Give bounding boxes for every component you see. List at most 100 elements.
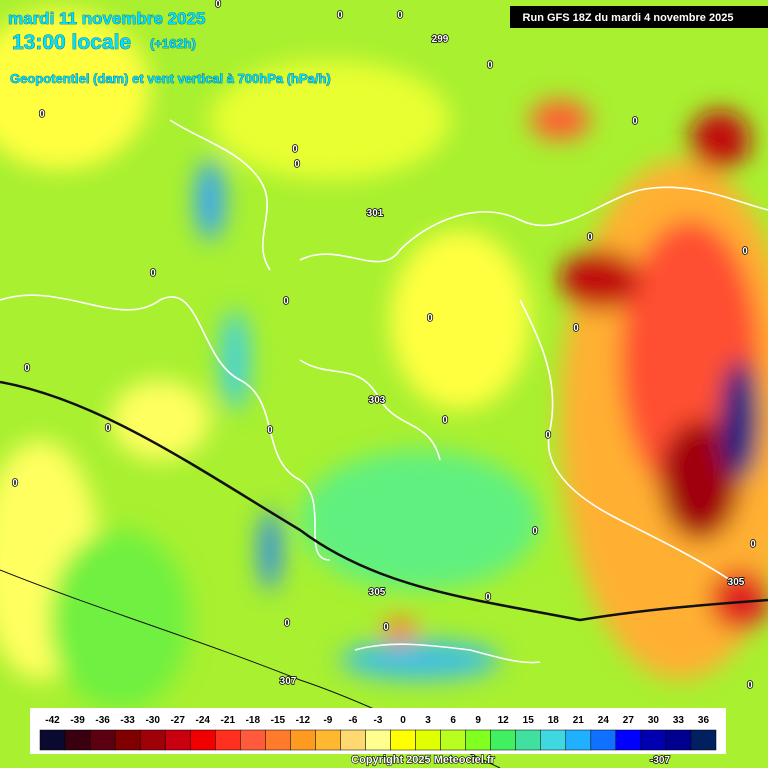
contour-label: 0 [284, 618, 290, 629]
legend-label: -27 [170, 715, 185, 726]
legend-label: 33 [673, 715, 685, 726]
contour-label: 0 [632, 116, 638, 127]
date: mardi 11 novembre 2025 [8, 9, 206, 28]
legend-swatch [39, 729, 66, 751]
legend-label: -15 [271, 715, 286, 726]
legend-label: 12 [498, 715, 510, 726]
legend-label: 0 [400, 715, 406, 726]
legend-swatch [89, 729, 116, 751]
contour-label: 301 [367, 208, 384, 219]
lead-time: (+162h) [150, 36, 196, 51]
legend-swatch [490, 729, 516, 751]
contour-label: 0 [105, 423, 111, 434]
legend-label: -12 [296, 715, 311, 726]
legend-label: -3 [374, 715, 383, 726]
legend-swatch [340, 729, 366, 751]
run-info: Run GFS 18Z du mardi 4 novembre 2025 [523, 12, 734, 24]
copyright: Copyright 2025 Meteociel.fr [351, 754, 495, 766]
legend-swatch [665, 729, 692, 751]
legend-label: 15 [523, 715, 535, 726]
legend-swatch [465, 729, 491, 751]
legend-swatch [540, 729, 567, 751]
contour-label: 0 [545, 430, 551, 441]
legend-label: -21 [221, 715, 236, 726]
contour-label: 0 [337, 10, 343, 21]
legend-swatch [390, 729, 416, 751]
legend-swatch [515, 729, 541, 751]
legend-swatch [215, 729, 241, 751]
contour-label: 307 [280, 676, 297, 687]
legend-swatch [189, 729, 216, 751]
contour-label: 0 [215, 0, 221, 10]
legend-label: -42 [45, 715, 60, 726]
contour-label: 0 [267, 425, 273, 436]
contour-label: 0 [427, 313, 433, 324]
legend-label: 30 [648, 715, 660, 726]
legend-label: 18 [548, 715, 560, 726]
contour-label: 305 [728, 577, 745, 588]
contour-label: 0 [485, 592, 491, 603]
legend-swatch [690, 729, 717, 751]
legend-swatch [265, 729, 291, 751]
legend-swatch [640, 729, 667, 751]
legend-label: -36 [95, 715, 110, 726]
contour-label: 0 [39, 109, 45, 120]
legend-swatch [139, 729, 166, 751]
isohypse [0, 380, 768, 622]
color-legend: -42 -39 -36 -33 -30 -27 -24 -21 -18 -15 -12 -9 -6 -3 0… [30, 708, 726, 754]
legend-swatch [440, 729, 466, 751]
legend-label: -9 [323, 715, 332, 726]
contour-label: 0 [24, 363, 30, 374]
legend-swatch [64, 729, 91, 751]
contour-label: -307 [650, 755, 670, 766]
subtitle: Geopotentiel (dam) et vent vertical à 70… [10, 71, 331, 86]
contour-label: 0 [573, 323, 579, 334]
contour-label: 0 [12, 478, 18, 489]
contour-label: 0 [292, 144, 298, 155]
legend-swatch [590, 729, 617, 751]
contour-label: 305 [369, 587, 386, 598]
legend-swatch [114, 729, 141, 751]
legend-label: 36 [698, 715, 710, 726]
contour-label: 0 [532, 526, 538, 537]
contour-label: 0 [442, 415, 448, 426]
legend-label: 9 [475, 715, 481, 726]
contour-label: 0 [283, 296, 289, 307]
contour-label: 0 [383, 622, 389, 633]
legend-swatch [164, 729, 191, 751]
legend-label: 21 [573, 715, 585, 726]
contour-label: 0 [294, 159, 300, 170]
contour-label: 0 [747, 680, 753, 691]
legend-swatch [315, 729, 341, 751]
legend-swatch [240, 729, 266, 751]
contour-label: 0 [750, 539, 756, 550]
run-box [510, 6, 768, 28]
contour-label: 0 [397, 10, 403, 21]
legend-label: -18 [246, 715, 261, 726]
coastlines [0, 119, 768, 769]
legend-label: 6 [450, 715, 456, 726]
contour-label: 0 [150, 268, 156, 279]
legend-swatch [615, 729, 642, 751]
contour-label: 0 [742, 246, 748, 257]
contour-label: 303 [369, 395, 386, 406]
legend-swatch [415, 729, 441, 751]
contour-label: 299 [432, 34, 449, 45]
legend-label: 24 [598, 715, 610, 726]
legend-swatch [290, 729, 316, 751]
legend-label: 27 [623, 715, 635, 726]
contour-label: 0 [487, 60, 493, 71]
legend-label: 3 [425, 715, 431, 726]
time: 13:00 locale [12, 31, 131, 54]
legend-swatch [565, 729, 592, 751]
contour-label: 0 [587, 232, 593, 243]
legend-swatch [365, 729, 391, 751]
legend-label: -6 [349, 715, 358, 726]
legend-label: -24 [196, 715, 211, 726]
legend-label: -30 [145, 715, 160, 726]
legend-label: -39 [70, 715, 85, 726]
legend-label: -33 [120, 715, 135, 726]
